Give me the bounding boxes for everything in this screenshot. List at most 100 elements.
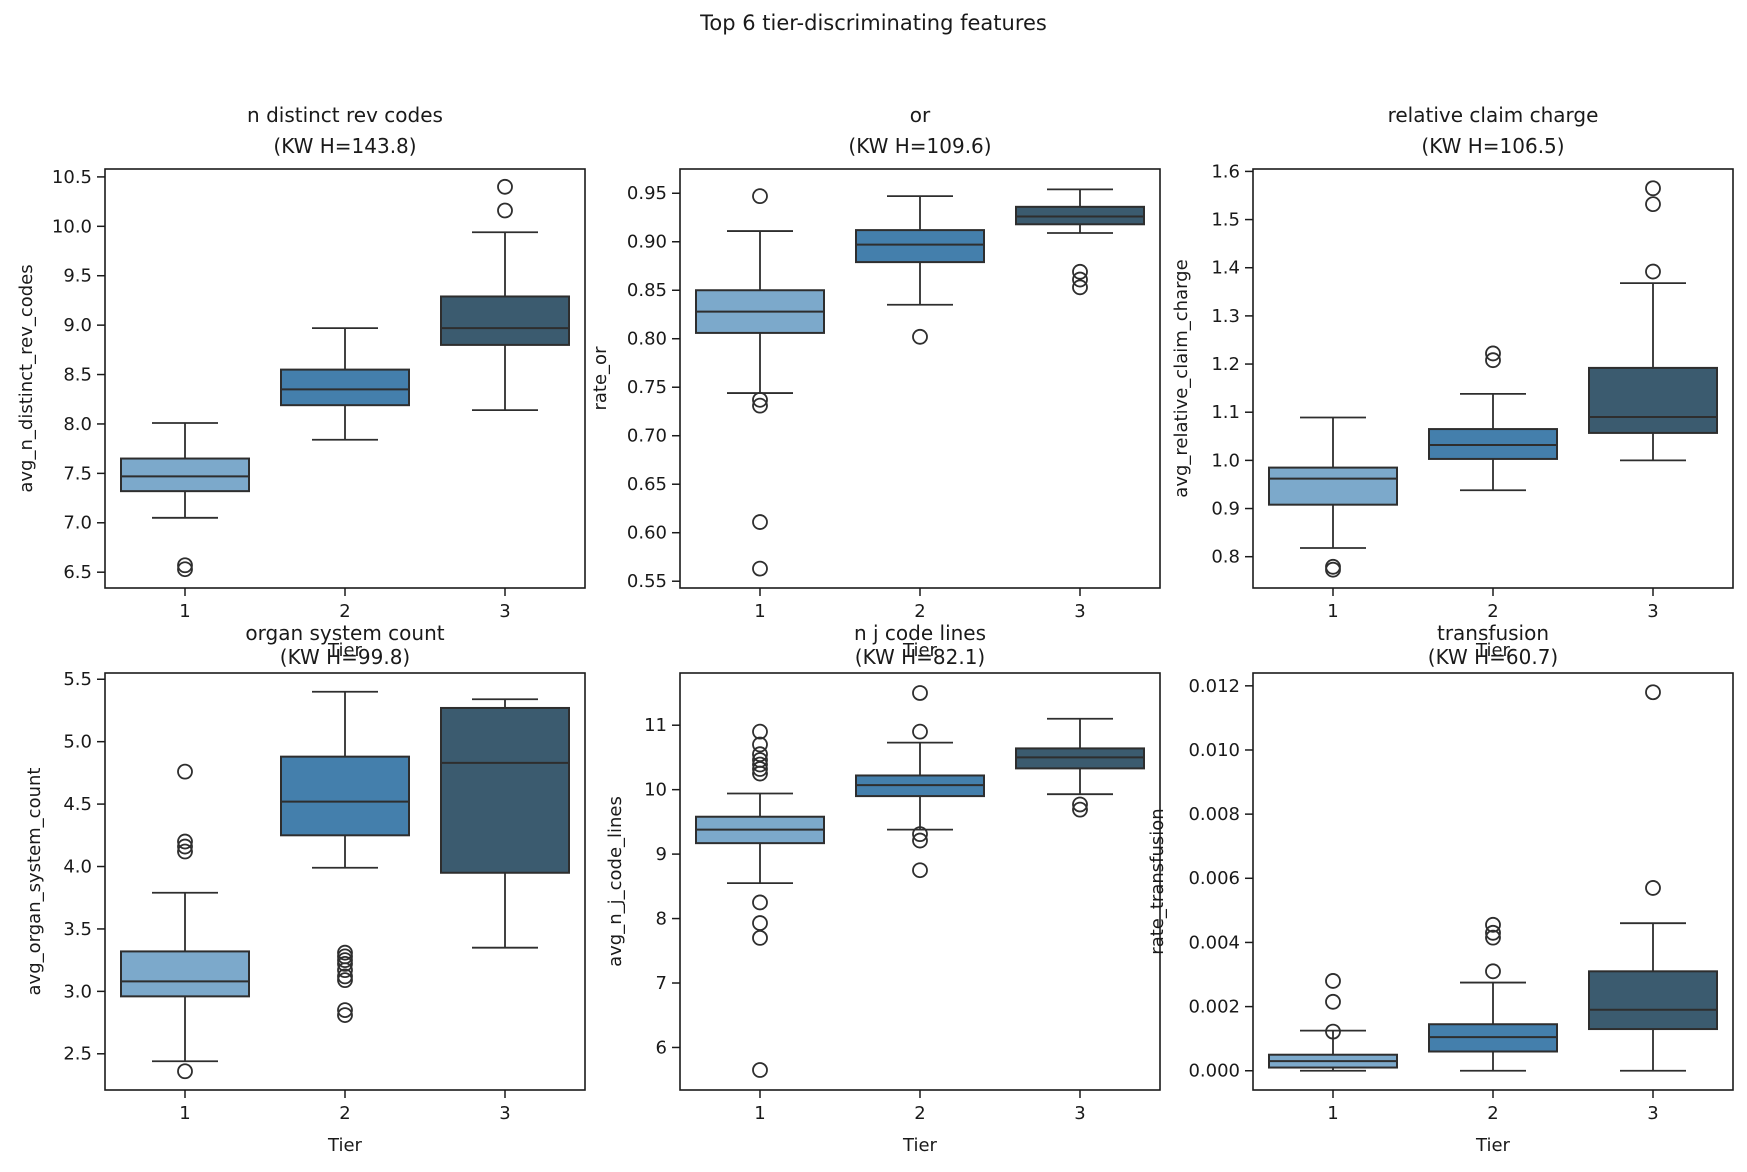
subplot-3-tier-2-box [280, 755, 410, 837]
axes-4-xtick-label: 2 [914, 1103, 925, 1124]
axes-5-ytick-label: 0.000 [1188, 1061, 1240, 1082]
subplot-1-tier-1-outlier-0 [752, 188, 768, 205]
axes-0-ytick-label: 9.0 [63, 315, 92, 336]
subplot-3-tier-2-outlier-0 [337, 944, 353, 961]
axes-3-ytick-label: 3.0 [63, 981, 92, 1002]
subplot-1-tier-1-outlier-3 [752, 514, 768, 530]
subplot-5-tier-1-outlier-1 [1325, 993, 1341, 1010]
subplot-3-tier-1-outlier-3 [177, 843, 193, 860]
axes-1-ytick-label: 0.95 [627, 183, 667, 204]
axes-4-ytick-label: 6 [656, 1037, 667, 1058]
axes-5-ylabel: rate_transfusion [1147, 808, 1168, 954]
axes-0-ylabel: avg_n_distinct_rev_codes [16, 264, 37, 492]
subplot-3-tier-2-outlier-7 [337, 1002, 353, 1018]
axes-5-xtick-label: 1 [1327, 1103, 1338, 1124]
subplot-3-tier-2-outlier-8 [337, 1007, 353, 1023]
axes-1-title-line1: or [910, 103, 931, 127]
subplot-3-tier-1-outlier-2 [177, 838, 193, 855]
subplot-3-tier-2-outlier-2 [337, 952, 353, 969]
axes-2-xtick-label: 2 [1487, 601, 1498, 622]
axes-2-ytick-label: 0.8 [1211, 547, 1240, 568]
subplot-3-tier-1-box [120, 950, 250, 998]
axes-1-ytick-label: 0.70 [627, 426, 667, 447]
axes-1-ytick-label: 0.55 [627, 571, 667, 592]
axes-5-xtick-label: 2 [1487, 1103, 1498, 1124]
subplot-1-tier-3-outlier-2 [1072, 279, 1088, 296]
axes-5-xlabel: Tier [1475, 1135, 1511, 1156]
subplot-4-tier-1-outlier-10 [752, 1062, 768, 1078]
subplot-3-tier-1-outlier-1 [177, 833, 193, 850]
subplot-0-tier-1-outlier-1 [177, 561, 193, 578]
subplot-4-tier-3-outlier-0 [1072, 796, 1088, 813]
axes-3-title-line1: organ system count [245, 621, 444, 645]
axes-4-xtick-label: 1 [754, 1103, 765, 1124]
subplot-1-tier-3-outlier-0 [1072, 263, 1088, 280]
subplot-1-tier-1-outlier-4 [752, 560, 768, 577]
axes-2-xtick-label: 1 [1327, 601, 1338, 622]
axes-5-ytick-label: 0.002 [1188, 997, 1240, 1018]
axes-4-xtick-label: 3 [1074, 1103, 1085, 1124]
axes-4-ytick-label: 7 [656, 973, 667, 994]
subplot-4-tier-2-outlier-2 [912, 826, 928, 843]
axes-2-ytick-label: 1.3 [1211, 306, 1240, 327]
axes-2-xtick-label: 3 [1647, 601, 1658, 622]
subplot-3-tier-3-box [440, 706, 570, 874]
subplot-0-tier-3-outlier-0 [497, 178, 513, 195]
subplot-4-tier-2-outlier-3 [912, 832, 928, 849]
subplot-1-tier-2-outlier-0 [912, 328, 928, 345]
subplot-5-tier-1-outlier-2 [1325, 1023, 1341, 1040]
axes-0-ytick-label: 7.5 [63, 463, 92, 484]
axes-2-ytick-label: 1.2 [1211, 354, 1240, 375]
axes-5-title-line1: transfusion [1437, 621, 1549, 645]
subplot-4-tier-1-outlier-4 [752, 756, 768, 773]
axes-0-ytick-label: 8.5 [63, 364, 92, 385]
subplot-2-tier-3-outlier-0 [1645, 180, 1661, 197]
axes-3-ytick-label: 5.5 [63, 669, 92, 690]
axes-2-title-line1: relative claim charge [1388, 103, 1599, 127]
axes-5-ytick-label: 0.004 [1188, 932, 1240, 953]
subplot-4-tier-2-outlier-0 [912, 685, 928, 701]
subplot-4-tier-1-outlier-0 [752, 723, 768, 740]
subplot-4-tier-2-outlier-4 [912, 862, 928, 879]
axes-5-ytick-label: 0.012 [1188, 676, 1240, 697]
subplot-3-tier-2-outlier-6 [337, 972, 353, 989]
subplot-3-tier-2-outlier-4 [337, 962, 353, 979]
axes-2-xlabel: Tier [1475, 640, 1511, 661]
axes-3-xtick-label: 2 [339, 1103, 350, 1124]
subplot-3-tier-1-outlier-4 [177, 1063, 193, 1080]
axes-1-xtick-label: 2 [914, 601, 925, 622]
subplot-4-tier-1-outlier-6 [752, 765, 768, 782]
subplot-0-tier-2-box [280, 368, 410, 407]
subplot-0-tier-3-outlier-1 [497, 202, 513, 219]
axes-4-ytick-label: 11 [644, 715, 667, 736]
axes-3-ytick-label: 5.0 [63, 732, 92, 753]
axes-0-ytick-label: 10.0 [52, 216, 92, 237]
subplot-5-tier-1-outlier-0 [1325, 973, 1341, 989]
axes-0-title-line2: (KW H=143.8) [273, 134, 416, 158]
axes-4-title-line1: n j code lines [854, 621, 986, 645]
axes-3-title-line2: (KW H=99.8) [280, 645, 410, 669]
axes-2-ylabel: avg_relative_claim_charge [1171, 259, 1192, 497]
axes-3-xtick-label: 1 [179, 1103, 190, 1124]
axes-5-ytick-label: 0.008 [1188, 804, 1240, 825]
axes-1-ylabel: rate_or [590, 346, 611, 411]
subplot-4-tier-2-outlier-1 [912, 723, 928, 740]
axes-4-xlabel: Tier [902, 1135, 938, 1156]
axes-4-ytick-label: 10 [644, 780, 667, 801]
axes-0-ytick-label: 8.0 [63, 414, 92, 435]
subplot-0-tier-3-box [440, 295, 570, 346]
axes-1-xlabel: Tier [902, 640, 938, 661]
subplot-3-tier-2-outlier-3 [337, 956, 353, 972]
axes-5-ytick-label: 0.006 [1188, 868, 1240, 889]
subplot-4-tier-1-outlier-1 [752, 736, 768, 753]
subplot-2-tier-1-box [1268, 466, 1398, 506]
axes-1-ytick-label: 0.80 [627, 329, 667, 350]
subplot-3-tier-1-outlier-0 [177, 763, 193, 780]
axes-1-xtick-label: 1 [754, 601, 765, 622]
figure-suptitle: Top 6 tier-discriminating features [700, 11, 1047, 35]
axes-2-ytick-label: 1.6 [1211, 161, 1240, 182]
axes-0-ytick-label: 10.5 [52, 167, 92, 188]
axes-0-ytick-label: 9.5 [63, 266, 92, 287]
